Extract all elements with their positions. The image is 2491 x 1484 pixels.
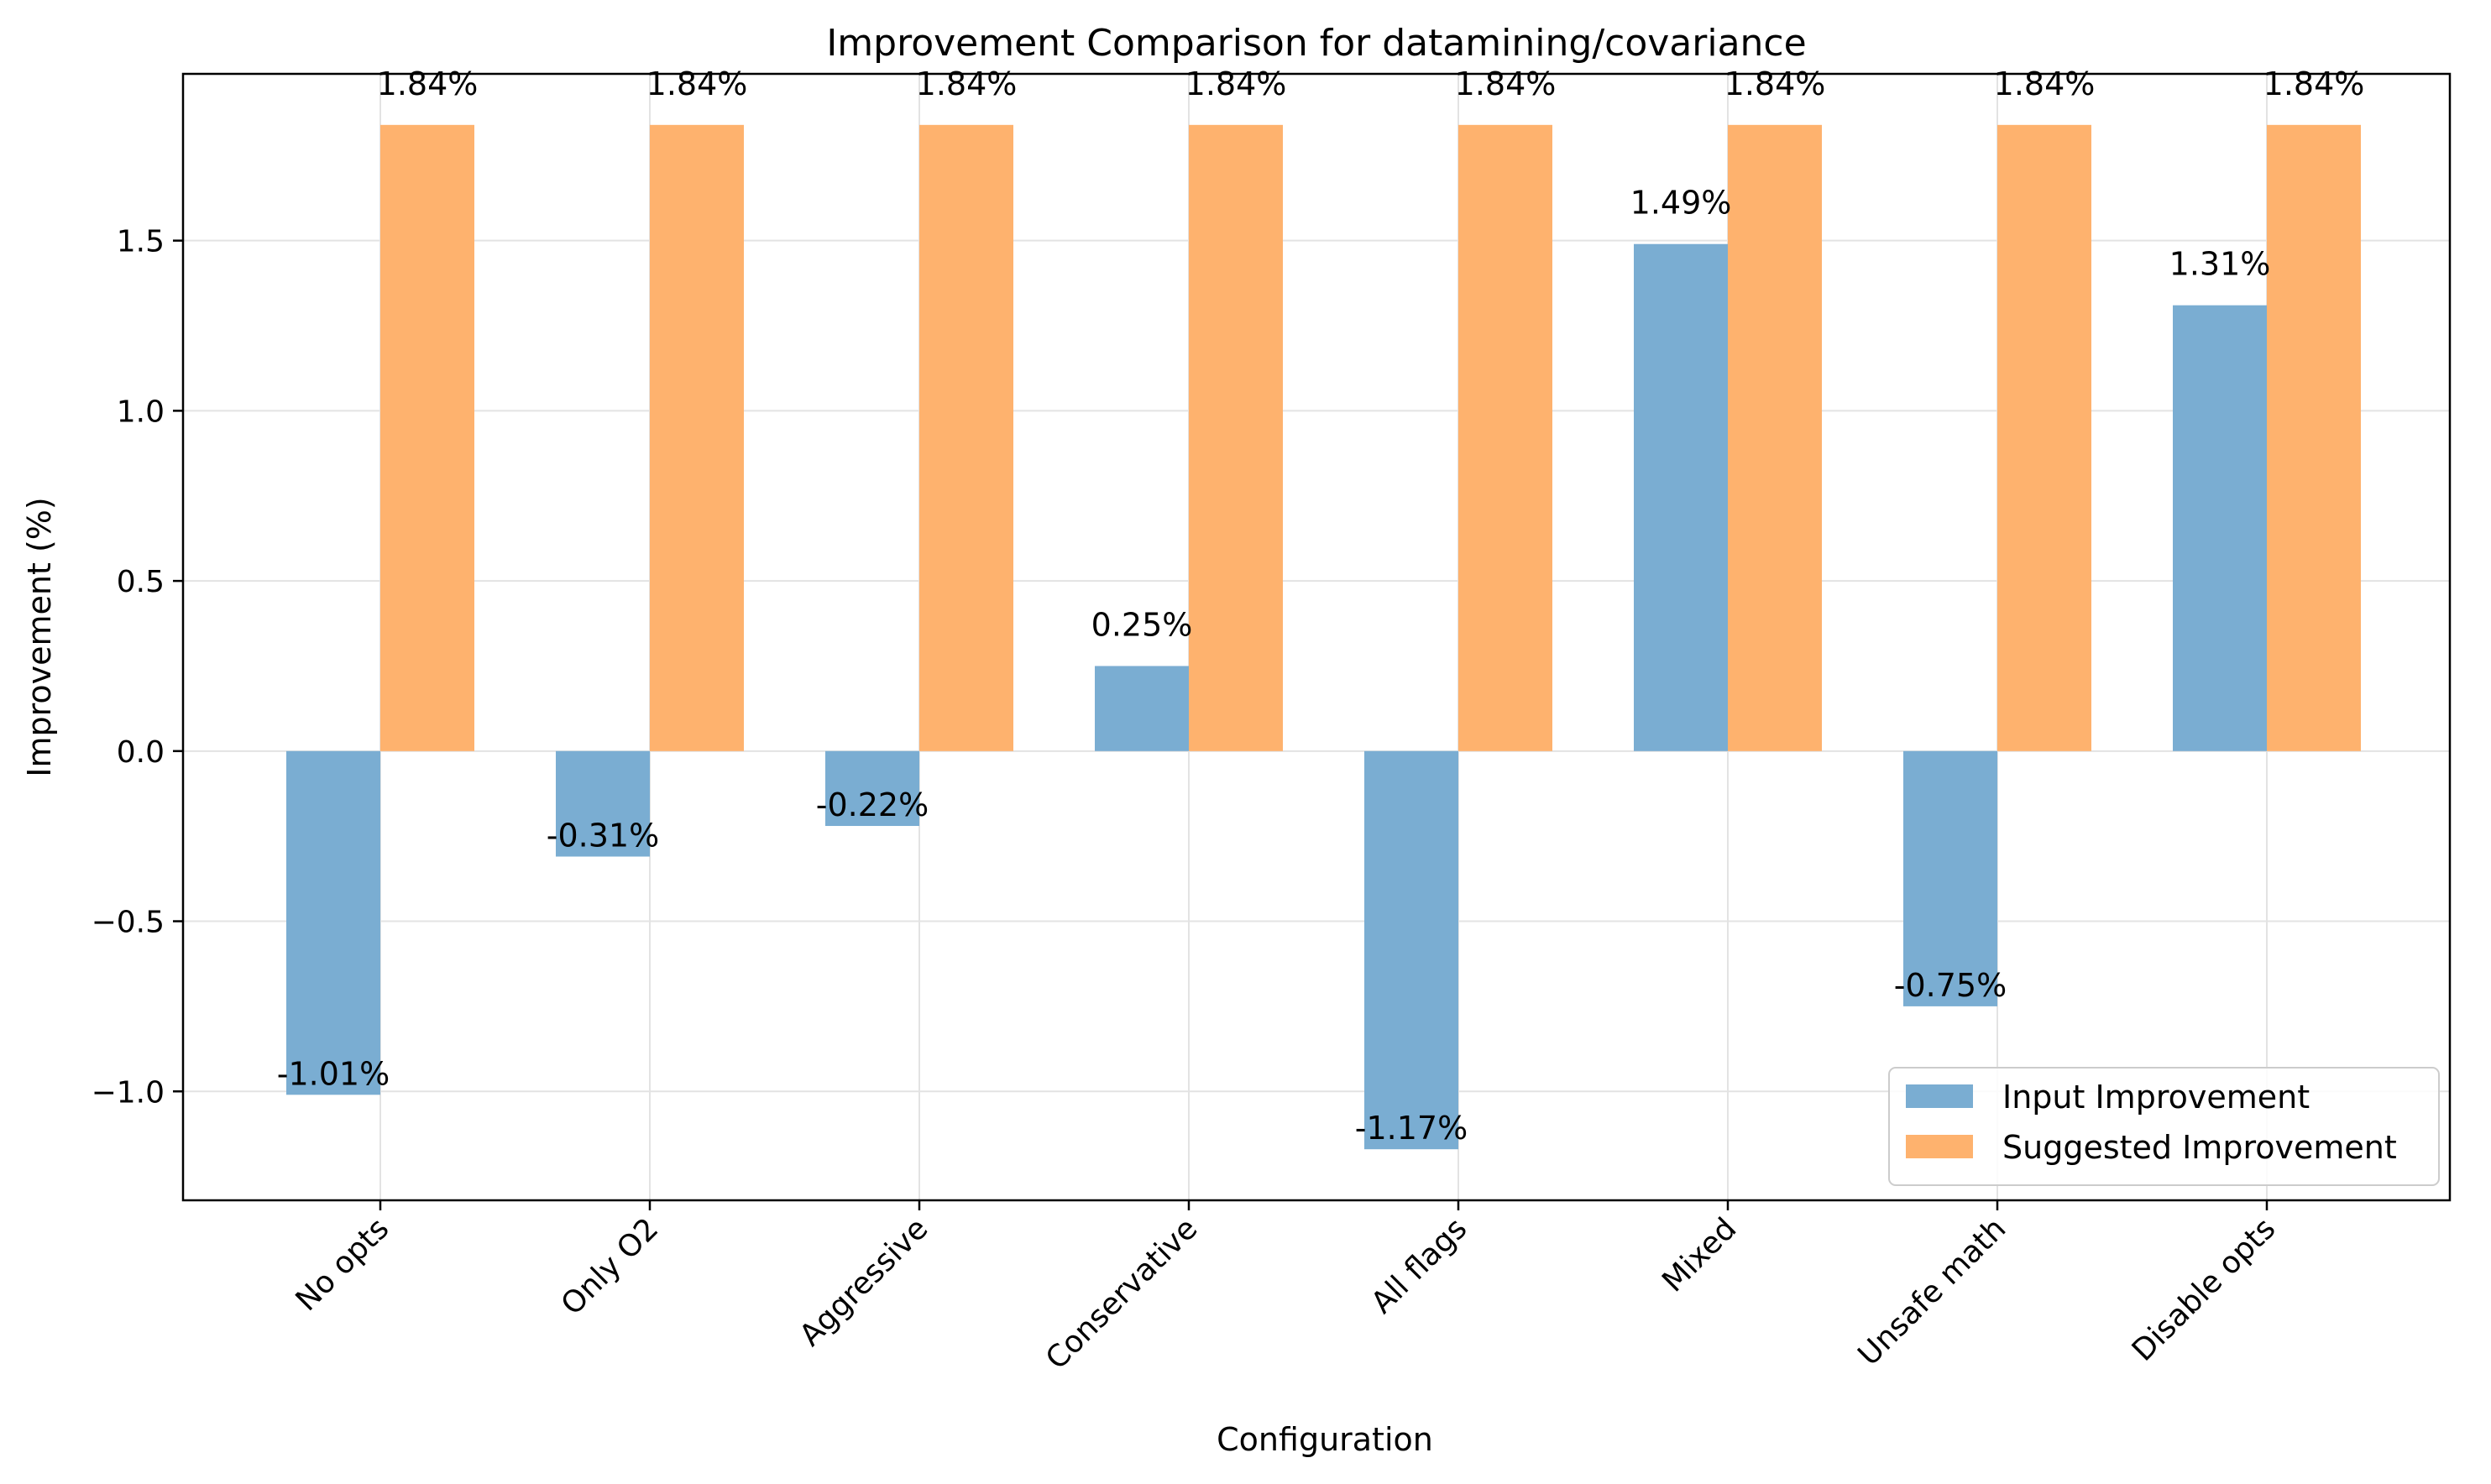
bar-label-input: -0.22% xyxy=(816,786,929,823)
bar-label-suggested: 1.84% xyxy=(1185,65,1287,102)
legend-label-suggested: Suggested Improvement xyxy=(2002,1129,2397,1166)
legend-box xyxy=(1888,1067,2440,1186)
bar-input xyxy=(1634,243,1728,751)
bar-label-suggested: 1.84% xyxy=(2263,65,2365,102)
y-tick-label: 0.0 xyxy=(117,735,165,770)
x-axis-label: Configuration xyxy=(1217,1421,1433,1458)
y-tick-label: 1.5 xyxy=(117,225,165,259)
bar-label-input: -0.75% xyxy=(1894,967,2007,1004)
bar-label-suggested: 1.84% xyxy=(646,65,748,102)
y-tick-label: −0.5 xyxy=(92,906,165,940)
y-axis-label: Improvement (%) xyxy=(21,497,58,776)
bar-input xyxy=(1364,750,1458,1150)
bars xyxy=(286,124,2361,1150)
bar-suggested xyxy=(2267,124,2361,751)
bar-label-input: 1.49% xyxy=(1630,185,1732,222)
bar-label-suggested: 1.84% xyxy=(377,65,479,102)
plot-frame xyxy=(181,72,2452,1202)
bar-suggested xyxy=(1997,124,2091,751)
legend: Input Improvement Suggested Improvement xyxy=(1888,1067,2440,1186)
legend-swatch-suggested xyxy=(1906,1135,1973,1158)
bar-label-input: -0.31% xyxy=(547,818,659,854)
y-tick-label: 1.0 xyxy=(117,395,165,429)
bar-label-suggested: 1.84% xyxy=(916,65,1018,102)
y-tick-label: 0.5 xyxy=(117,565,165,599)
bar-label-input: 0.25% xyxy=(1091,606,1193,643)
bar-label-suggested: 1.84% xyxy=(1724,65,1826,102)
bar-label-suggested: 1.84% xyxy=(1455,65,1557,102)
legend-label-input: Input Improvement xyxy=(2002,1079,2310,1116)
bar-suggested xyxy=(1728,124,1822,751)
y-tick-label: −1.0 xyxy=(92,1075,165,1110)
bar-input xyxy=(1903,750,1997,1006)
chart-title: Improvement Comparison for datamining/co… xyxy=(826,22,1806,65)
legend-swatch-input xyxy=(1906,1084,1973,1108)
bar-suggested xyxy=(1189,124,1283,751)
bar-suggested xyxy=(919,124,1013,751)
bar-input xyxy=(286,750,380,1095)
bar-value-labels: -1.01% -0.31% -0.22% 0.25% -1.17% 1.49% -0.75%… xyxy=(277,65,2365,1147)
bar-suggested xyxy=(650,124,744,751)
bar-label-input: -1.01% xyxy=(277,1055,390,1092)
bar-suggested xyxy=(380,124,474,751)
bar-input xyxy=(825,750,919,827)
bar-suggested xyxy=(1458,124,1552,751)
bar-label-suggested: 1.84% xyxy=(1994,65,2096,102)
bar-input xyxy=(556,750,650,857)
bar-label-input: -1.17% xyxy=(1355,1110,1468,1147)
bar-input xyxy=(2173,305,2267,751)
bar-label-input: 1.31% xyxy=(2169,246,2271,283)
bar-input xyxy=(1095,666,1189,751)
